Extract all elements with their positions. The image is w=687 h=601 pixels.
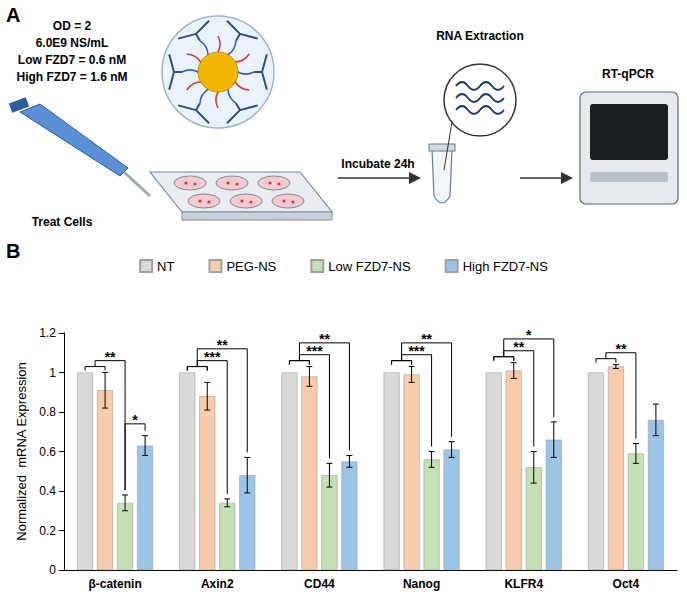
svg-text:CD44: CD44 bbox=[304, 577, 335, 591]
svg-text:PEG-NS: PEG-NS bbox=[226, 259, 276, 274]
svg-text:β-catenin: β-catenin bbox=[88, 577, 141, 591]
svg-text:RNA Extraction: RNA Extraction bbox=[436, 29, 524, 43]
svg-text:0.4: 0.4 bbox=[39, 484, 56, 498]
svg-text:**: ** bbox=[319, 331, 330, 347]
svg-text:0.6: 0.6 bbox=[39, 445, 56, 459]
svg-text:A: A bbox=[6, 4, 20, 26]
svg-text:Normalized mRNA Expression: Normalized mRNA Expression bbox=[14, 362, 29, 540]
svg-text:Treat Cells: Treat Cells bbox=[32, 215, 93, 229]
svg-text:High FZD7-NS: High FZD7-NS bbox=[463, 259, 549, 274]
svg-text:Incubate 24h: Incubate 24h bbox=[341, 157, 414, 171]
svg-text:1: 1 bbox=[49, 366, 56, 380]
svg-text:RT-qPCR: RT-qPCR bbox=[602, 67, 654, 81]
svg-text:Nanog: Nanog bbox=[403, 577, 440, 591]
svg-text:Low FZD7-NS: Low FZD7-NS bbox=[328, 259, 411, 274]
svg-text:Oct4: Oct4 bbox=[613, 577, 640, 591]
svg-text:6.0E9 NS/mL: 6.0E9 NS/mL bbox=[36, 36, 109, 50]
svg-text:0.8: 0.8 bbox=[39, 405, 56, 419]
svg-text:**: ** bbox=[615, 341, 626, 357]
svg-text:NT: NT bbox=[157, 259, 174, 274]
svg-text:1.2: 1.2 bbox=[39, 326, 56, 340]
svg-text:**: ** bbox=[217, 337, 228, 353]
svg-text:*: * bbox=[132, 412, 138, 428]
svg-text:0.2: 0.2 bbox=[39, 524, 56, 538]
svg-text:High FZD7 = 1.6 nM: High FZD7 = 1.6 nM bbox=[16, 70, 127, 84]
svg-text:**: ** bbox=[513, 339, 524, 355]
svg-text:KLFR4: KLFR4 bbox=[504, 577, 543, 591]
svg-text:Axin2: Axin2 bbox=[201, 577, 234, 591]
svg-text:*: * bbox=[526, 327, 532, 343]
svg-text:0: 0 bbox=[49, 563, 56, 577]
html-text:B: B bbox=[6, 240, 21, 262]
svg-text:**: ** bbox=[421, 331, 432, 347]
svg-text:OD = 2: OD = 2 bbox=[53, 19, 92, 33]
svg-text:Low FZD7 = 0.6 nM: Low FZD7 = 0.6 nM bbox=[18, 53, 126, 67]
svg-text:**: ** bbox=[105, 349, 116, 365]
